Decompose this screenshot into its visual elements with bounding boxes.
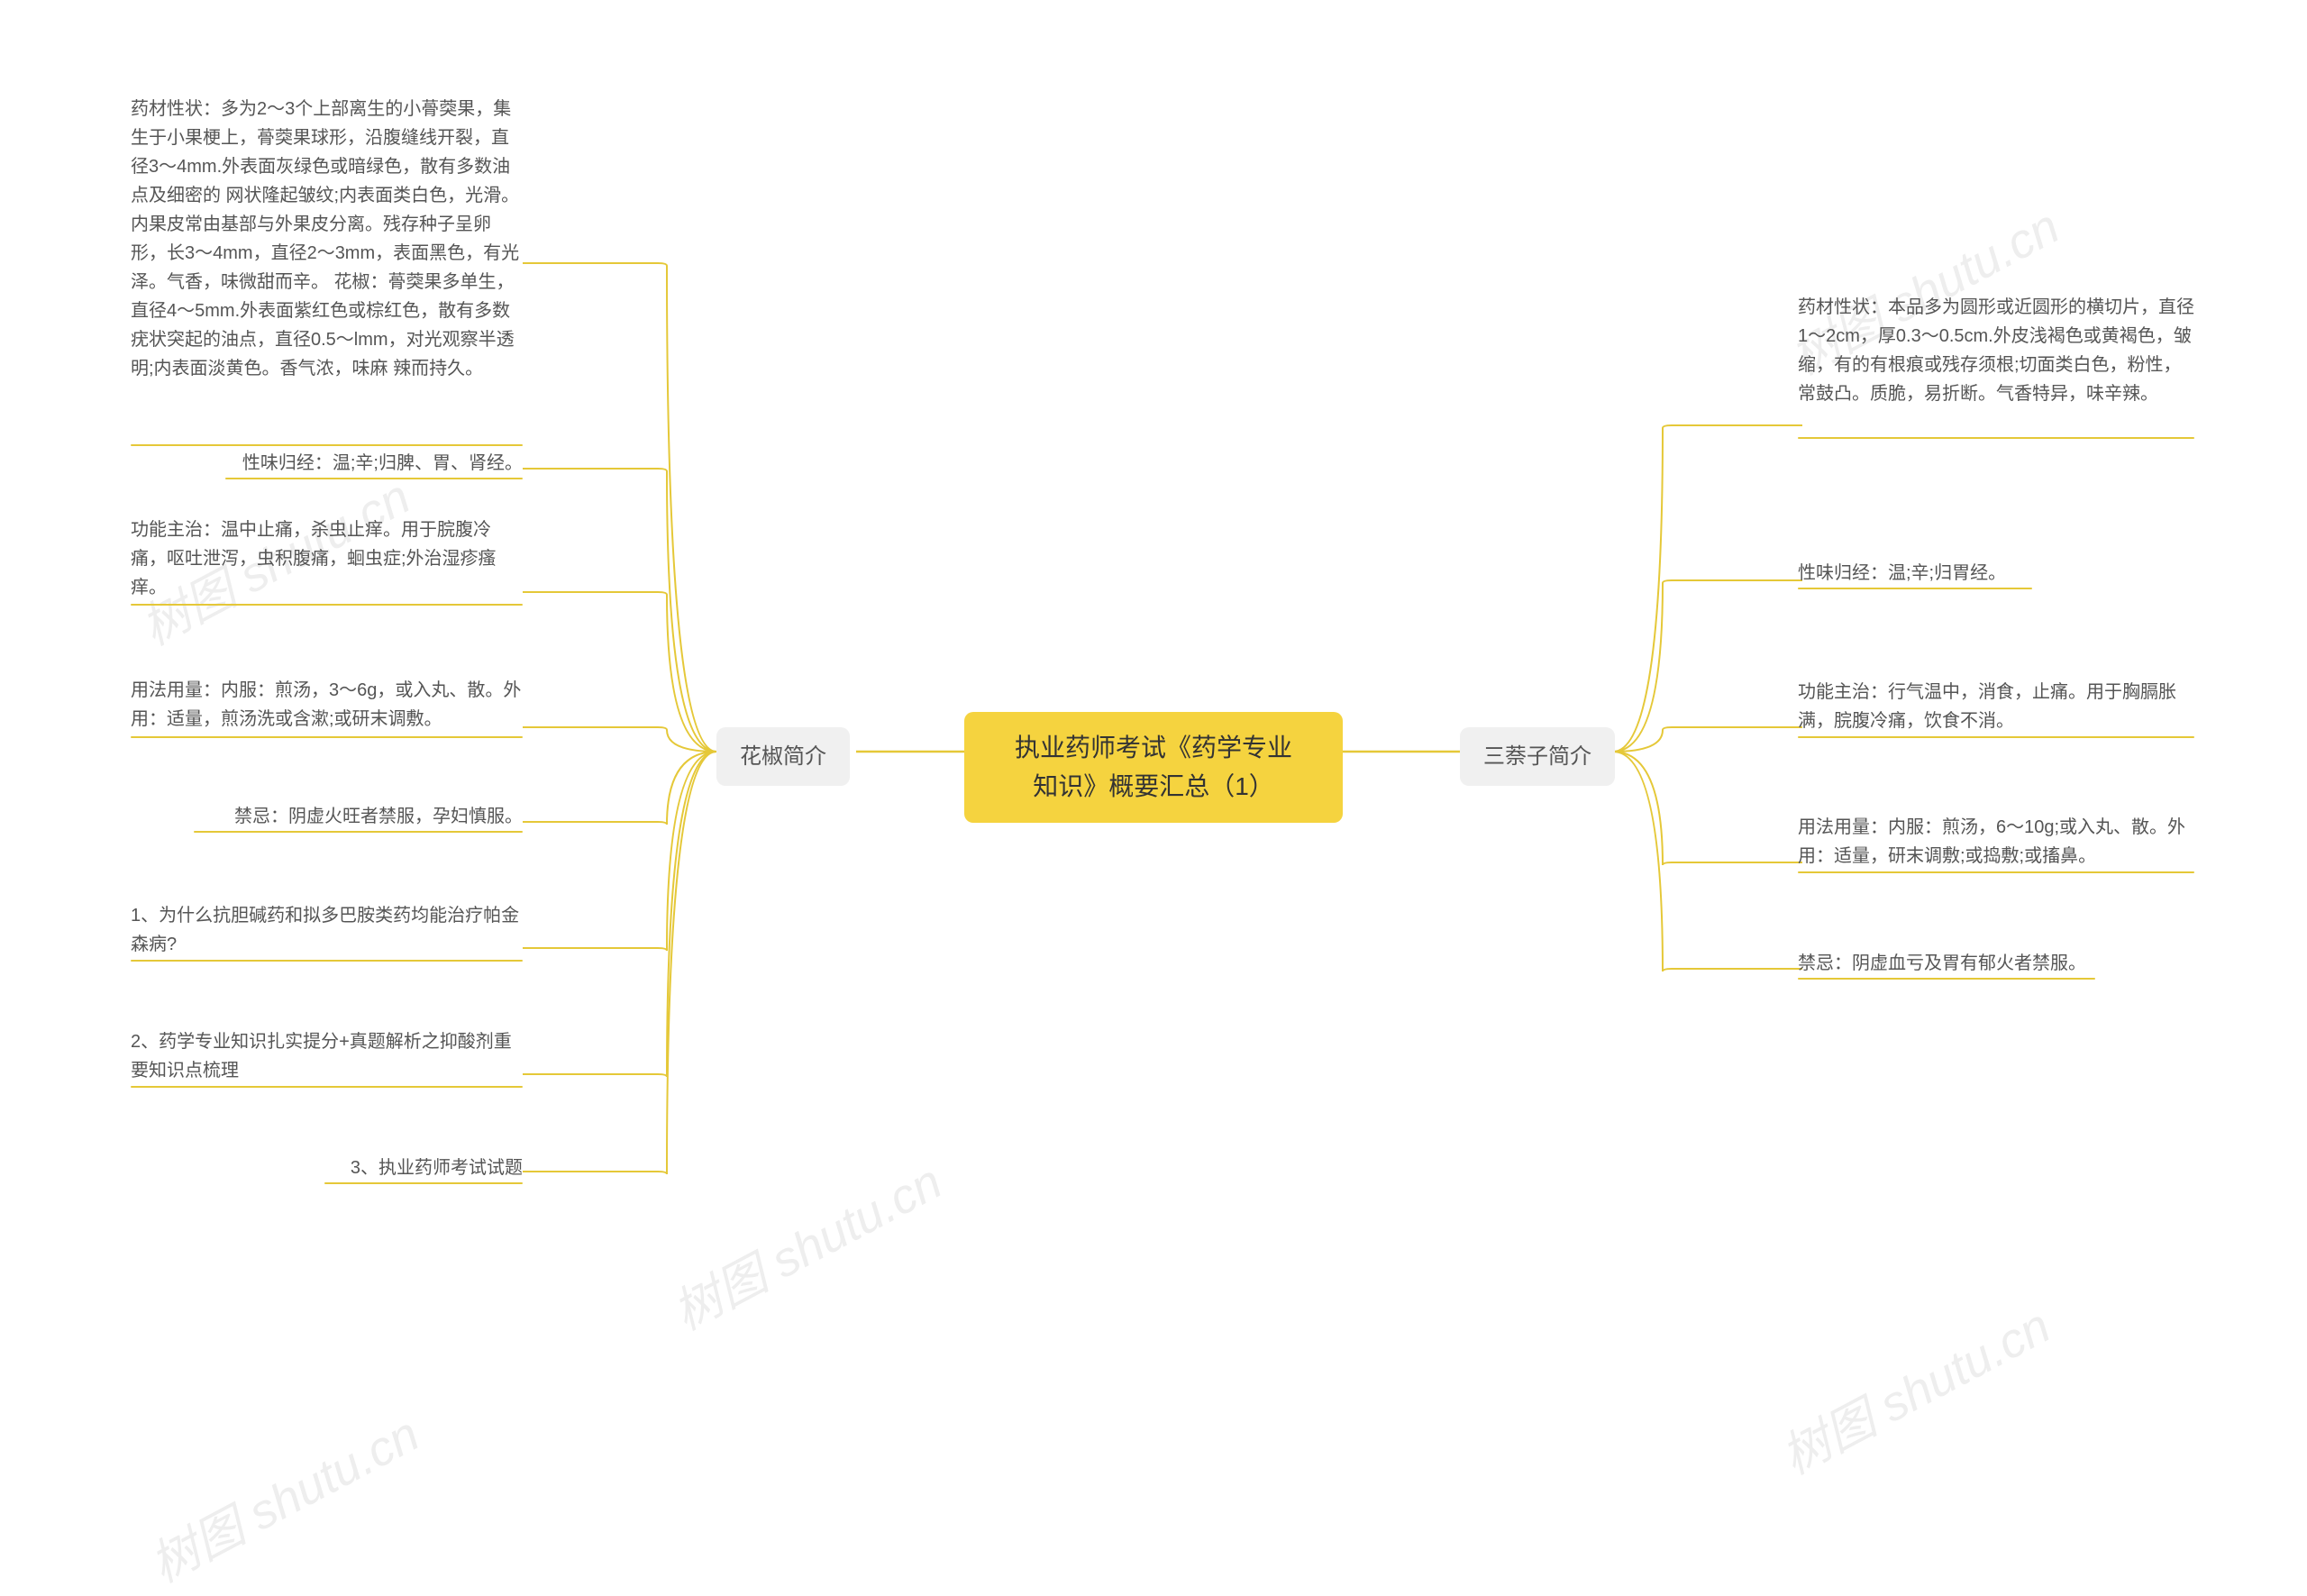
leaf-underline	[131, 444, 523, 446]
leaf-underline	[1798, 437, 2194, 439]
leaf-underline	[225, 478, 523, 479]
leaf-underline	[1798, 588, 2032, 589]
watermark: 树图 shutu.cn	[659, 1143, 953, 1344]
left-leaf-7: 3、执业药师考试试题	[324, 1154, 523, 1182]
left-leaf-5: 1、为什么抗胆碱药和拟多巴胺类药均能治疗帕金森病?	[131, 901, 523, 959]
center-title-line1: 执业药师考试《药学专业	[989, 728, 1318, 767]
center-node: 执业药师考试《药学专业 知识》概要汇总（1）	[964, 712, 1343, 823]
leaf-underline	[131, 736, 523, 738]
center-title-line2: 知识》概要汇总（1）	[989, 767, 1318, 806]
left-leaf-6: 2、药学专业知识扎实提分+真题解析之抑酸剂重要知识点梳理	[131, 1027, 523, 1085]
right-leaf-0: 药材性状：本品多为圆形或近圆形的横切片，直径1～2cm，厚0.3～0.5cm.外…	[1798, 293, 2194, 408]
leaf-underline	[131, 960, 523, 962]
right-leaf-4: 禁忌：阴虚血亏及胃有郁火者禁服。	[1798, 949, 2194, 978]
leaf-underline	[131, 1086, 523, 1088]
left-leaf-4: 禁忌：阴虚火旺者禁服，孕妇慎服。	[194, 802, 523, 831]
leaf-underline	[1798, 736, 2194, 738]
right-leaf-1: 性味归经：温;辛;归胃经。	[1798, 559, 2194, 588]
mindmap-canvas: 树图 shutu.cn 树图 shutu.cn 树图 shutu.cn 树图 s…	[0, 0, 2307, 1503]
left-leaf-2: 功能主治：温中止痛，杀虫止痒。用于脘腹冷痛，呕吐泄泻，虫积腹痛，蛔虫症;外治湿疹…	[131, 515, 523, 602]
left-branch-label: 花椒简介	[740, 744, 826, 769]
left-leaf-1: 性味归经：温;辛;归脾、胃、肾经。	[225, 449, 523, 478]
leaf-underline	[1798, 978, 2095, 980]
right-branch-node: 三萘子简介	[1460, 727, 1615, 786]
watermark: 树图 shutu.cn	[1767, 1287, 2061, 1488]
leaf-underline	[324, 1182, 523, 1184]
left-leaf-3: 用法用量：内服：煎汤，3～6g，或入丸、散。外用：适量，煎汤洗或含漱;或研末调敷…	[131, 676, 523, 734]
leaf-underline	[1798, 871, 2194, 873]
right-branch-label: 三萘子简介	[1483, 744, 1591, 769]
leaf-underline	[131, 604, 523, 606]
right-leaf-3: 用法用量：内服：煎汤，6～10g;或入丸、散。外用：适量，研末调敷;或捣敷;或搐…	[1798, 813, 2194, 871]
left-branch-node: 花椒简介	[716, 727, 850, 786]
leaf-underline	[194, 831, 523, 833]
watermark: 树图 shutu.cn	[136, 1395, 430, 1596]
right-leaf-2: 功能主治：行气温中，消食，止痛。用于胸膈胀满，脘腹冷痛，饮食不消。	[1798, 678, 2194, 735]
left-leaf-0: 药材性状：多为2～3个上部离生的小蓇葖果，集生于小果梗上，蓇葖果球形，沿腹缝线开…	[131, 95, 523, 383]
